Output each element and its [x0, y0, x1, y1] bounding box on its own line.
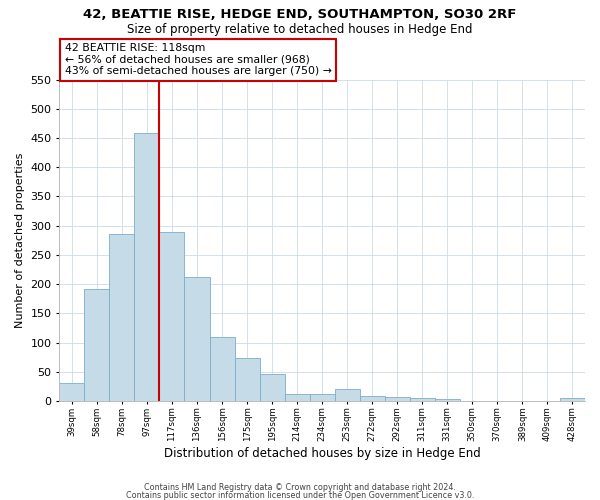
Bar: [360, 396, 385, 401]
Text: Size of property relative to detached houses in Hedge End: Size of property relative to detached ho…: [127, 22, 473, 36]
Bar: [134, 134, 160, 401]
Bar: [209, 336, 235, 401]
Bar: [335, 390, 360, 401]
Bar: [560, 398, 585, 401]
Bar: [160, 232, 184, 401]
Y-axis label: Number of detached properties: Number of detached properties: [15, 152, 25, 328]
Bar: [385, 397, 410, 401]
Bar: [235, 358, 260, 401]
Text: Contains HM Land Registry data © Crown copyright and database right 2024.: Contains HM Land Registry data © Crown c…: [144, 483, 456, 492]
Text: 42 BEATTIE RISE: 118sqm
← 56% of detached houses are smaller (968)
43% of semi-d: 42 BEATTIE RISE: 118sqm ← 56% of detache…: [65, 43, 331, 76]
Bar: [85, 289, 109, 401]
Bar: [435, 398, 460, 401]
Bar: [310, 394, 335, 401]
Bar: [410, 398, 435, 401]
Bar: [184, 277, 209, 401]
Bar: [260, 374, 284, 401]
X-axis label: Distribution of detached houses by size in Hedge End: Distribution of detached houses by size …: [164, 447, 481, 460]
Text: Contains public sector information licensed under the Open Government Licence v3: Contains public sector information licen…: [126, 490, 474, 500]
Text: 42, BEATTIE RISE, HEDGE END, SOUTHAMPTON, SO30 2RF: 42, BEATTIE RISE, HEDGE END, SOUTHAMPTON…: [83, 8, 517, 20]
Bar: [109, 234, 134, 401]
Bar: [59, 384, 85, 401]
Bar: [284, 394, 310, 401]
